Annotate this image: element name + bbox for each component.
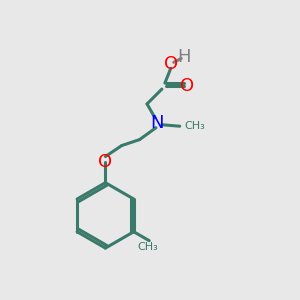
Text: O: O xyxy=(164,55,178,73)
Text: H: H xyxy=(177,48,191,66)
Text: O: O xyxy=(180,76,194,94)
Text: CH₃: CH₃ xyxy=(137,242,158,252)
Text: CH₃: CH₃ xyxy=(184,121,205,131)
Text: N: N xyxy=(151,114,164,132)
Text: O: O xyxy=(98,153,112,171)
